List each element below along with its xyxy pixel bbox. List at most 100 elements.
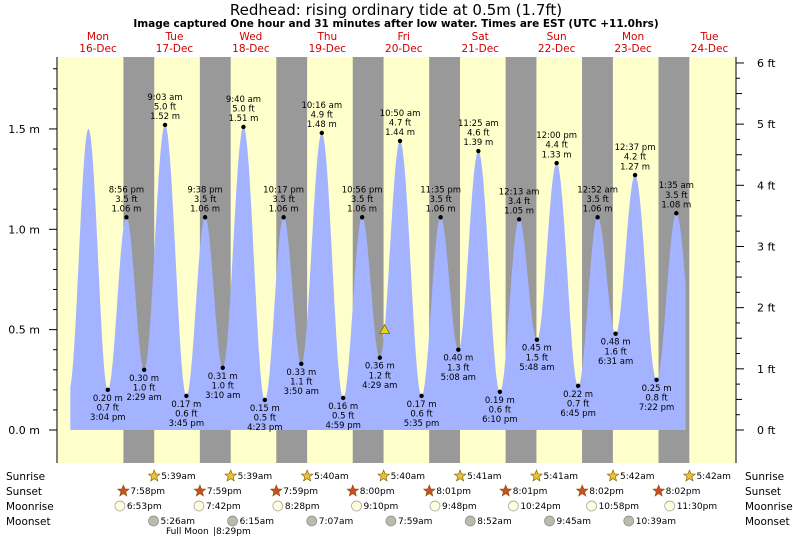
- tide-point: [438, 215, 443, 220]
- tide-label: 5.0 ft: [154, 103, 177, 113]
- tide-label: 1.06 m: [347, 204, 377, 214]
- tide-label: 3:04 pm: [90, 413, 125, 423]
- tide-label: 0.16 m: [328, 402, 358, 412]
- tide-point: [319, 130, 325, 136]
- tide-point: [220, 365, 225, 370]
- sunset-icon: [422, 484, 436, 497]
- tide-label: 4:23 pm: [247, 423, 282, 433]
- sunset-icon: [269, 484, 283, 497]
- tide-label: 1.08 m: [661, 200, 691, 210]
- sunset-time: 7:58pm: [130, 487, 165, 497]
- sunrise-time: 5:40am: [314, 472, 349, 482]
- tide-label: 0.5 ft: [254, 413, 277, 423]
- tide-label: 6:31 am: [598, 357, 633, 367]
- moonset-time: 7:59am: [398, 517, 433, 527]
- tide-label: 0.5 ft: [332, 411, 355, 421]
- tide-point: [162, 122, 168, 128]
- moonset-icon: [148, 515, 159, 527]
- sunrise-icon: [606, 469, 620, 482]
- tide-label: 3:45 pm: [169, 419, 204, 429]
- chart-title: Redhead: rising ordinary tide at 0.5m (1…: [230, 1, 562, 19]
- tide-point: [359, 215, 365, 220]
- tide-point: [202, 215, 208, 220]
- tide-label: 3.5 ft: [115, 195, 138, 205]
- row-label-left: Moonrise: [6, 501, 54, 513]
- tide-label: 1.05 m: [504, 206, 534, 216]
- tide-label: 1.33 m: [542, 150, 572, 160]
- tide-label: 3.5 ft: [429, 195, 452, 205]
- full-moon-label: Full Moon: [166, 527, 209, 537]
- tide-label: 1.0 ft: [133, 383, 156, 393]
- tide-label: 1.48 m: [307, 120, 337, 130]
- tide-point: [654, 377, 659, 383]
- tide-label: 10:56 pm: [342, 185, 383, 195]
- left-tick-label: 0.5 m: [8, 324, 40, 337]
- moonset-icon: [464, 515, 476, 527]
- tide-point: [674, 211, 679, 216]
- tide-label: 0.40 m: [443, 354, 473, 364]
- moonrise-icon: [193, 500, 205, 512]
- tide-point: [613, 331, 618, 336]
- moonrise-time: 9:10pm: [364, 502, 399, 512]
- tide-label: 4.6 ft: [467, 129, 490, 139]
- tide-point: [456, 347, 461, 352]
- tide-label: 10:16 am: [301, 101, 342, 111]
- tide-label: 5:48 am: [519, 363, 554, 373]
- moonset-time: 8:52am: [477, 517, 512, 527]
- moonset-time: 7:07am: [319, 517, 354, 527]
- date-label: 18-Dec: [232, 43, 270, 55]
- tide-label: 12:13 am: [499, 187, 540, 197]
- tide-label: 1.51 m: [228, 114, 258, 124]
- right-tick-label: 4 ft: [757, 179, 776, 192]
- tide-label: 1.6 ft: [604, 347, 627, 357]
- tide-label: 4:29 am: [362, 381, 397, 391]
- tide-curve: [70, 125, 686, 430]
- sunrise-time: 5:41am: [467, 472, 502, 482]
- left-tick-label: 1.5 m: [8, 123, 40, 136]
- date-label: 20-Dec: [385, 43, 423, 55]
- tide-label: 4.4 ft: [545, 141, 568, 151]
- tide-label: 4.2 ft: [624, 153, 647, 163]
- tide-label: 3:50 am: [284, 387, 319, 397]
- moonrise-time: 8:28pm: [285, 502, 320, 512]
- date-label: 22-Dec: [538, 43, 576, 55]
- moonset-time: 6:15am: [240, 517, 275, 527]
- tide-label: 0.20 m: [93, 394, 123, 404]
- row-label-right: Moonrise: [745, 501, 793, 513]
- day-of-week-label: Tue: [700, 31, 719, 43]
- tide-label: 7:22 pm: [639, 403, 674, 413]
- tide-label: 5:35 pm: [404, 419, 439, 429]
- tide-label: 0.6 ft: [410, 409, 433, 419]
- tide-label: 1.06 m: [111, 204, 141, 214]
- tide-label: 0.45 m: [522, 344, 552, 354]
- tide-label: 0.30 m: [129, 374, 159, 384]
- tide-label: 1:35 am: [659, 181, 694, 191]
- sunset-time: 8:01pm: [513, 487, 548, 497]
- right-tick-label: 1 ft: [757, 363, 776, 376]
- moonrise-time: 6:53pm: [127, 502, 162, 512]
- chart-header: Redhead: rising ordinary tide at 0.5m (1…: [133, 1, 658, 30]
- sunset-time: 8:02pm: [589, 487, 624, 497]
- tide-point: [340, 395, 346, 401]
- tide-point: [105, 387, 110, 393]
- row-label-left: Moonset: [6, 516, 51, 528]
- day-of-week-label: Thu: [316, 31, 337, 43]
- sunset-time: 8:01pm: [436, 487, 471, 497]
- tide-label: 9:03 am: [147, 93, 182, 103]
- right-tick-label: 5 ft: [757, 118, 776, 131]
- sunrise-icon: [224, 469, 238, 482]
- tide-label: 0.6 ft: [489, 405, 512, 415]
- tide-label: 0.17 m: [407, 400, 437, 410]
- tide-label: 1.06 m: [426, 204, 456, 214]
- sunset-icon: [116, 484, 130, 497]
- moonset-time: 9:45am: [556, 517, 591, 527]
- date-label: 23-Dec: [614, 43, 652, 55]
- tide-label: 1.52 m: [150, 112, 180, 122]
- sunrise-icon: [453, 469, 467, 482]
- tide-label: 0.22 m: [563, 390, 593, 400]
- date-label: 19-Dec: [309, 43, 347, 55]
- sunset-icon: [346, 484, 360, 497]
- tide-label: 1.06 m: [269, 204, 299, 214]
- sunset-time: 8:02pm: [666, 487, 701, 497]
